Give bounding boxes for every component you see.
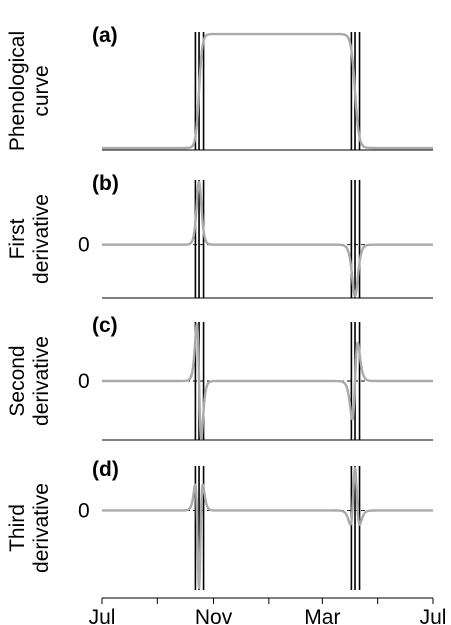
- zero-label: 0: [78, 370, 90, 393]
- series-line: [101, 32, 434, 150]
- panel-letter: (b): [92, 172, 119, 195]
- panel-letter: (a): [92, 24, 118, 47]
- y-axis-label-line: derivative: [30, 483, 53, 573]
- x-tick-label: Jul: [89, 606, 116, 625]
- zero-label: 0: [78, 234, 90, 257]
- y-axis-label: Phenologicalcurve: [6, 31, 53, 151]
- y-axis-label: Secondderivative: [6, 336, 53, 426]
- y-axis-label: Firstderivative: [6, 194, 53, 284]
- x-tick-label: Mar: [304, 606, 340, 625]
- x-tick-label: Jul: [420, 606, 447, 625]
- y-axis-label-line: derivative: [30, 336, 53, 426]
- panel-a: (a) Phenologicalcurve: [6, 24, 434, 151]
- y-axis-label-line: derivative: [30, 194, 53, 284]
- y-axis-label-line: Third: [6, 504, 29, 552]
- y-axis-label: Thirdderivative: [6, 483, 53, 573]
- y-axis-label-line: First: [6, 218, 29, 259]
- zero-label: 0: [78, 499, 90, 522]
- panel-c: 0 (c) Secondderivative: [6, 314, 434, 440]
- series-line: [101, 180, 434, 298]
- series-line: [101, 322, 434, 440]
- panel-letter: (c): [92, 314, 118, 337]
- y-axis-label-line: Phenological: [6, 31, 29, 151]
- y-axis-label-line: Second: [6, 345, 29, 416]
- panel-letter: (d): [92, 458, 119, 481]
- panel-d: 0(d) Thirdderivative: [6, 458, 434, 590]
- y-axis-label-line: curve: [30, 65, 53, 116]
- x-axis: Jul Nov Mar Jul: [89, 597, 447, 625]
- panel-b: 0 (b) Firstderivative: [6, 172, 434, 298]
- x-tick-label: Nov: [195, 606, 233, 625]
- series-line: [101, 466, 434, 590]
